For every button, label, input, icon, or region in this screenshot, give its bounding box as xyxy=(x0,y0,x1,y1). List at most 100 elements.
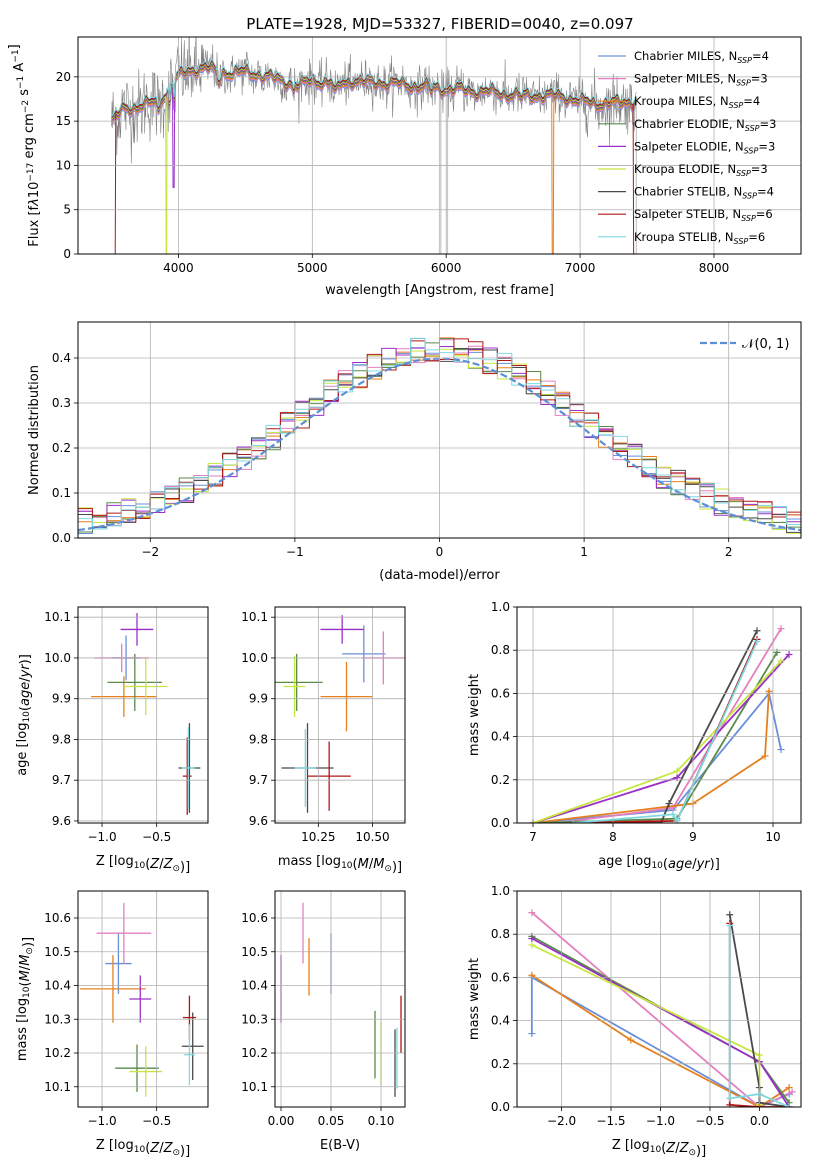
x-tick-label: 9 xyxy=(689,830,697,844)
errorbar-salpeter-elodie xyxy=(320,615,364,644)
legend-label-salpeter-miles: Salpeter MILES, NSSP=3 xyxy=(634,72,768,88)
y-tick-label: 10.1 xyxy=(241,610,268,624)
axes-frame xyxy=(77,606,209,824)
y-axis-label-part: / xyxy=(18,965,33,970)
plot-area-mass-vs-EBV xyxy=(280,902,402,1097)
y-tick-label: 0.8 xyxy=(491,927,510,941)
y-tick-label: 10.6 xyxy=(241,911,268,925)
errorbar-salpeter-elodie xyxy=(129,975,152,1023)
y-tick-label: 20 xyxy=(56,70,71,84)
x-axis-label-part: / xyxy=(675,1141,680,1156)
y-axis-label-part: −1 xyxy=(11,49,21,62)
errorbar-chabrier-elodie xyxy=(115,1044,159,1092)
errorbar-kroupa-miles xyxy=(80,955,146,1023)
errorbar-kroupa-stelib xyxy=(181,727,195,809)
legend-label-value: =4 xyxy=(757,185,774,199)
legend-label-value: =4 xyxy=(752,49,769,63)
x-axis-label-part: ( xyxy=(661,1141,666,1156)
plot-area-mass-weight-vs-Z xyxy=(528,909,796,1107)
y-axis-label: Flux [fλ10−17 erg cm−2 s−1 A−1] xyxy=(7,44,42,246)
x-axis-label-part: mass [log xyxy=(278,854,341,869)
legend-label-chabrier-stelib: Chabrier STELIB, NSSP=4 xyxy=(634,185,774,201)
weight-marker-kroupa-elodie xyxy=(777,657,785,665)
weight-line-kroupa-elodie xyxy=(532,660,782,823)
y-tick-label: 9.6 xyxy=(52,814,71,828)
x-axis-label-part: Z [log xyxy=(96,854,134,869)
x-axis-label-part: Z xyxy=(163,857,174,872)
errorbar-chabrier-elodie xyxy=(107,653,163,711)
legend-label-sub: SSP xyxy=(729,101,744,110)
x-axis-label-part: Z xyxy=(679,1141,690,1156)
x-tick-label: −1.0 xyxy=(87,830,116,844)
y-tick-label: 0 xyxy=(63,247,71,261)
y-tick-label: 0.2 xyxy=(491,773,510,787)
x-tick-label: 1 xyxy=(580,545,588,559)
legend-label-kroupa-stelib: Kroupa STELIB, NSSP=6 xyxy=(634,230,765,246)
y-axis-label-part: −1 xyxy=(16,76,26,89)
y-axis-label-part: yr xyxy=(18,663,33,679)
y-axis-label-part: 10 xyxy=(22,711,32,723)
weight-marker-kroupa-miles xyxy=(627,1036,635,1044)
y-tick-label: 9.8 xyxy=(52,732,71,746)
legend-label-salpeter-elodie: Salpeter ELODIE, NSSP=3 xyxy=(634,139,775,155)
x-tick-label: 0.00 xyxy=(268,1114,295,1128)
x-tick-label: 0 xyxy=(436,545,444,559)
x-axis-label-part: 10 xyxy=(651,861,663,871)
x-tick-label: −1 xyxy=(286,545,304,559)
y-tick-label: 9.7 xyxy=(249,773,268,787)
y-tick-label: 5 xyxy=(63,203,71,217)
y-axis-label-part: age [log xyxy=(15,723,30,776)
legend-label-salpeter-stelib: Salpeter STELIB, NSSP=6 xyxy=(634,207,773,223)
x-tick-label: 10 xyxy=(765,830,780,844)
panel-age-vs-mass: 10.25 10.50 9.6 9.7 9.8 9.9 10.0 10.1 mass [log1… xyxy=(241,606,406,875)
x-axis-label-part: ⊙ xyxy=(688,1148,696,1158)
y-tick-label: 10.4 xyxy=(44,979,71,993)
legend-label-text: Salpeter MILES, N xyxy=(634,72,736,86)
weight-marker-kroupa-stelib xyxy=(785,1103,793,1107)
weight-marker-salpeter-miles xyxy=(777,625,785,633)
y-axis-label: mass weight xyxy=(467,674,482,756)
y-axis-label-part: ( xyxy=(18,981,33,986)
y-tick-label: 0.0 xyxy=(491,1100,510,1114)
x-axis-label-part: ( xyxy=(145,857,150,872)
x-axis-label-part: Z xyxy=(149,1141,160,1156)
weight-marker-salpeter-miles xyxy=(788,1088,796,1096)
x-axis-label-part: 10 xyxy=(134,1145,146,1155)
errorbar-kroupa-elodie xyxy=(123,657,168,715)
errorbar-kroupa-elodie xyxy=(283,655,306,718)
x-axis-label-part: E(B-V) xyxy=(320,1138,360,1153)
weight-line-chabrier-miles xyxy=(532,692,782,823)
x-axis-label-part: ( xyxy=(663,857,668,872)
panel-mass-vs-Z: −1.0 −0.510.110.210.310.410.510.6Z [log10… xyxy=(15,890,209,1159)
legend-label-text: Chabrier STELIB, N xyxy=(634,185,742,199)
legend-label-text: Salpeter ELODIE, N xyxy=(634,139,744,153)
y-axis-label-part: ⊙ xyxy=(25,947,35,955)
weight-marker-kroupa-elodie xyxy=(673,767,681,775)
y-tick-label: 0.4 xyxy=(52,351,71,365)
x-tick-label: −0.5 xyxy=(695,1114,724,1128)
plot-area-mass-weight-vs-age xyxy=(529,625,793,823)
y-tick-label: 10.1 xyxy=(44,610,71,624)
legend-label-text: Kroupa ELODIE, N xyxy=(634,162,736,176)
weight-line-salpeter-miles xyxy=(556,628,782,823)
y-axis-label-part: erg cm xyxy=(22,113,37,162)
x-axis-label-part: M xyxy=(358,857,369,872)
y-axis-label-part: / xyxy=(18,677,33,682)
x-axis-label-part: / xyxy=(369,857,374,872)
x-axis-label-part: / xyxy=(159,857,164,872)
y-tick-label: 0.2 xyxy=(52,441,71,455)
axes-frame xyxy=(77,890,209,1108)
plot-area-mass-vs-Z xyxy=(80,902,204,1097)
y-tick-label: 10.3 xyxy=(44,1012,71,1026)
x-axis-label-part: 10 xyxy=(341,861,353,871)
legend-label-sub: SSP xyxy=(737,56,752,65)
x-axis-label-part: Z xyxy=(149,857,160,872)
y-tick-label: 9.9 xyxy=(249,692,268,706)
x-tick-label: −0.5 xyxy=(142,1114,171,1128)
y-tick-label: 10.5 xyxy=(44,945,71,959)
weight-line-kroupa-stelib xyxy=(728,925,790,1107)
